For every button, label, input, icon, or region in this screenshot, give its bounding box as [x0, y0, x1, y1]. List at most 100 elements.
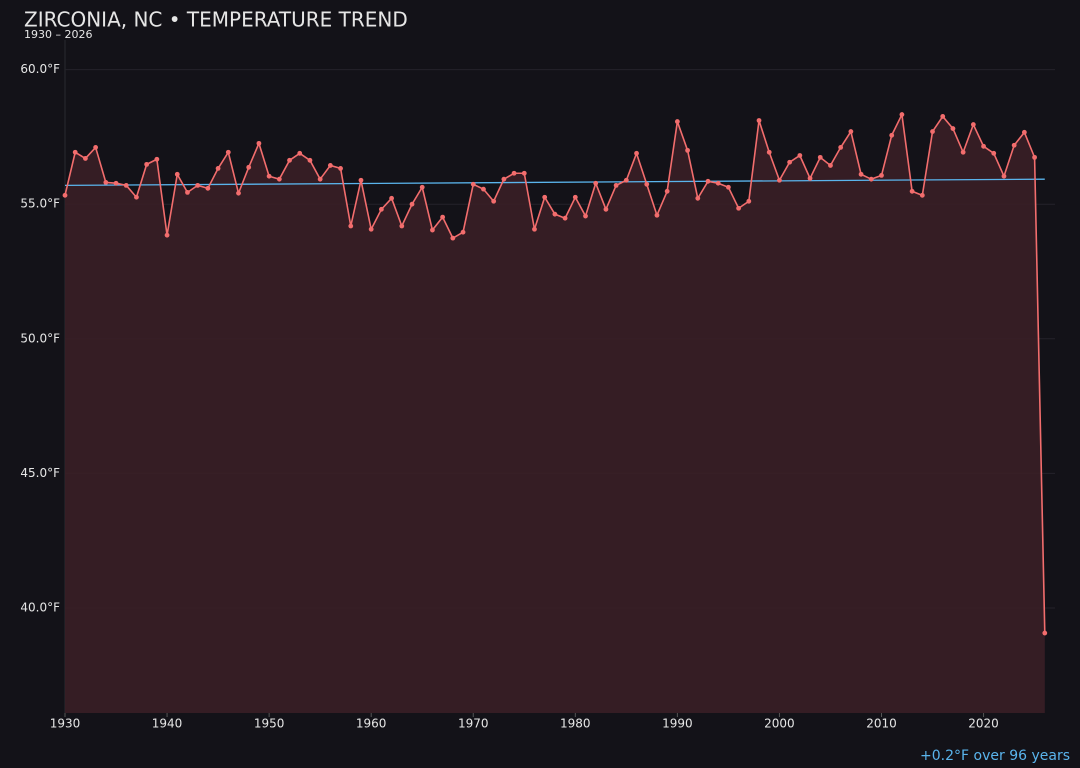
data-point — [93, 145, 99, 150]
data-point — [266, 173, 272, 179]
data-point — [185, 189, 190, 195]
data-point — [746, 198, 752, 204]
data-point — [1042, 630, 1048, 636]
data-point — [950, 126, 956, 131]
data-point — [399, 223, 405, 229]
data-point — [225, 149, 231, 155]
data-point — [358, 177, 364, 183]
data-point — [532, 226, 537, 232]
data-point — [1021, 129, 1027, 135]
data-point — [981, 143, 986, 149]
x-tick-label: 1990 — [662, 717, 693, 731]
data-point — [134, 194, 139, 200]
data-point — [664, 188, 670, 194]
data-point — [889, 132, 895, 138]
data-point — [368, 226, 374, 232]
data-point — [1032, 154, 1037, 160]
x-tick-label: 1940 — [152, 717, 183, 731]
data-point — [307, 157, 313, 163]
data-point — [797, 153, 803, 158]
data-point — [756, 118, 762, 123]
data-point — [787, 159, 793, 165]
data-point — [154, 156, 160, 162]
data-point — [919, 192, 925, 198]
data-point — [766, 149, 772, 155]
data-point — [511, 170, 517, 176]
data-point — [858, 171, 864, 177]
data-point — [695, 195, 701, 201]
x-tick-label: 1960 — [356, 717, 387, 731]
x-tick-label: 1930 — [50, 717, 81, 731]
data-point — [430, 227, 435, 233]
data-point — [103, 180, 109, 185]
data-point — [450, 235, 456, 241]
data-point — [572, 194, 578, 200]
data-point — [246, 164, 252, 170]
data-point — [144, 161, 150, 167]
data-point — [654, 212, 660, 218]
data-point — [817, 154, 823, 160]
data-point — [634, 150, 639, 156]
data-point — [552, 211, 558, 217]
data-point — [62, 192, 68, 198]
x-tick-label: 1980 — [560, 717, 591, 731]
x-tick-label: 2010 — [866, 717, 897, 731]
x-tick-label: 1970 — [458, 717, 489, 731]
data-point — [583, 213, 588, 219]
data-point — [736, 205, 742, 211]
data-point — [195, 182, 201, 188]
x-tick-label: 2000 — [764, 717, 795, 731]
data-point — [378, 206, 384, 212]
data-point — [256, 140, 262, 146]
trend-line — [64, 178, 1045, 187]
data-point — [164, 232, 170, 238]
data-point — [1011, 142, 1017, 148]
data-point — [440, 214, 446, 220]
data-point — [807, 175, 813, 181]
data-point — [521, 170, 527, 176]
data-point — [276, 176, 282, 182]
data-point — [317, 176, 323, 182]
y-tick-label: 40.0°F — [20, 601, 60, 615]
data-point — [868, 176, 874, 182]
data-point — [777, 177, 782, 183]
data-point — [113, 180, 119, 186]
data-point — [481, 186, 486, 192]
data-point — [297, 150, 303, 156]
data-point — [828, 163, 833, 168]
data-point — [940, 114, 946, 119]
data-point — [72, 149, 78, 155]
data-point — [960, 149, 966, 155]
data-point — [909, 188, 915, 194]
data-point — [930, 129, 935, 134]
x-tick-label: 1950 — [254, 717, 285, 731]
data-point — [685, 147, 690, 153]
data-point — [491, 198, 497, 204]
data-point — [501, 176, 507, 182]
data-point — [715, 180, 721, 186]
data-point — [542, 194, 548, 200]
chart-title: ZIRCONIA, NC • TEMPERATURE TREND — [24, 8, 408, 32]
data-point — [205, 185, 211, 191]
y-tick-label: 60.0°F — [20, 62, 60, 76]
data-point — [327, 163, 333, 168]
data-point — [970, 122, 976, 127]
y-tick-label: 45.0°F — [20, 466, 60, 480]
data-point — [348, 223, 354, 229]
data-point — [1001, 173, 1007, 179]
data-point — [83, 156, 88, 161]
data-point — [603, 206, 609, 212]
data-point — [899, 112, 905, 117]
y-tick-label: 55.0°F — [20, 197, 60, 211]
data-point — [848, 129, 854, 134]
data-point — [562, 215, 568, 221]
chart-subtitle: 1930 – 2026 — [24, 28, 92, 41]
data-point — [338, 166, 343, 171]
data-point — [287, 157, 292, 163]
data-point — [726, 184, 731, 190]
data-point — [838, 145, 844, 150]
data-point — [460, 229, 466, 235]
data-point — [705, 178, 711, 184]
data-point — [879, 173, 884, 178]
